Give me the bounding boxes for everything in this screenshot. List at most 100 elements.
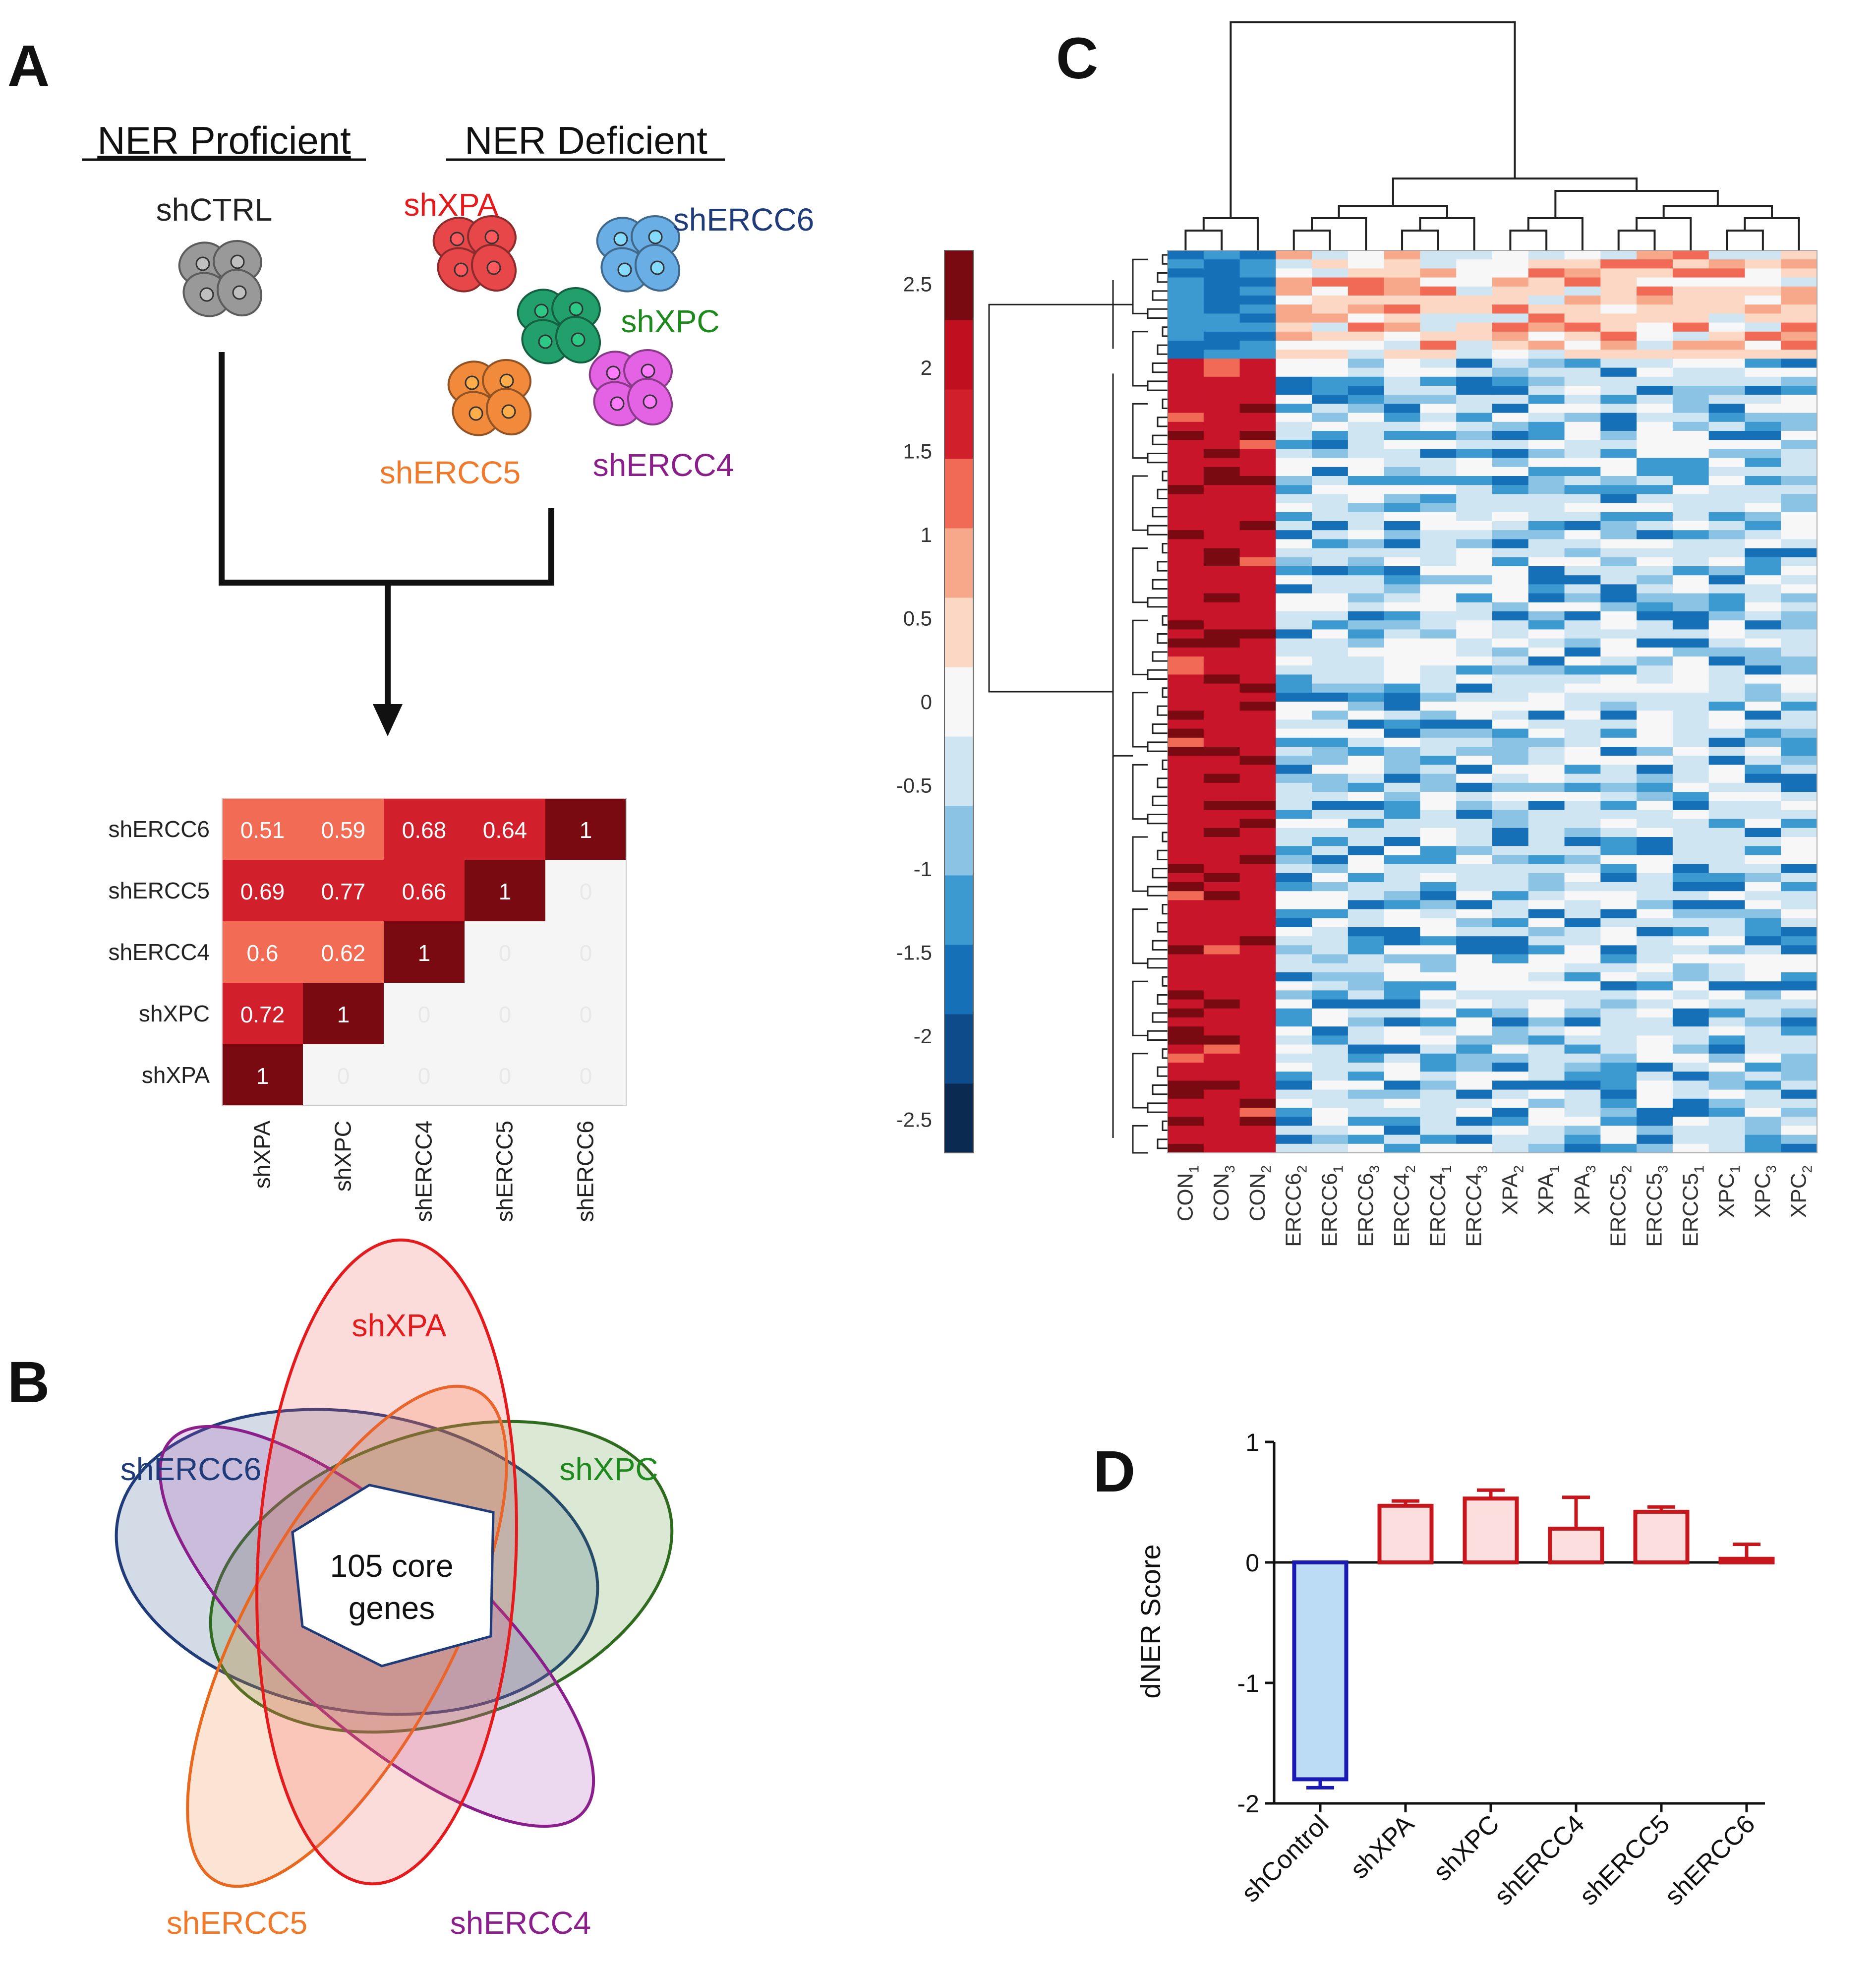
heatmap-col-label: ERCC51 bbox=[1678, 1165, 1706, 1247]
matrix-cell-value: 1 bbox=[580, 817, 592, 843]
venn-core-text-line2: genes bbox=[349, 1590, 435, 1626]
colorbar-tick-label: -0.5 bbox=[896, 774, 932, 797]
matrix-cell-value: 0.69 bbox=[240, 879, 285, 904]
matrix-row-label: shERCC4 bbox=[108, 939, 210, 965]
heatmap-col-label: XPC1 bbox=[1714, 1165, 1743, 1218]
cell-cluster-shxpc bbox=[517, 287, 601, 364]
panel-letter-a: A bbox=[7, 33, 50, 99]
ner-deficient-label: NER Deficient bbox=[465, 119, 707, 162]
colorbar-segment bbox=[944, 1083, 973, 1153]
matrix-cell bbox=[384, 983, 465, 1044]
matrix-cell-value: 1 bbox=[499, 879, 512, 904]
colorbar-tick-label: 0 bbox=[921, 690, 932, 714]
colorbar-segment bbox=[944, 1014, 973, 1084]
heatmap-col-label: CON1 bbox=[1173, 1165, 1201, 1221]
cell-nucleus bbox=[650, 260, 665, 275]
ner-proficient-label: NER Proficient bbox=[97, 119, 351, 162]
matrix-cell-value: 0.72 bbox=[240, 1002, 285, 1027]
colorbar-segment bbox=[944, 250, 973, 320]
heatmap-col-label: XPA2 bbox=[1498, 1165, 1526, 1215]
matrix-cell-value: 1 bbox=[337, 1002, 350, 1027]
heatmap-col-label: CON3 bbox=[1209, 1165, 1237, 1221]
colorbar-segment bbox=[944, 945, 973, 1014]
matrix-cell-value: 0 bbox=[580, 940, 592, 966]
matrix-col-label: shXPA bbox=[249, 1121, 275, 1189]
bar-shxpa bbox=[1377, 1503, 1434, 1565]
y-tick-label: -1 bbox=[1237, 1670, 1259, 1697]
colorbar-segment bbox=[944, 667, 973, 737]
shercc4-label: shERCC4 bbox=[593, 447, 734, 483]
cell-nucleus bbox=[484, 230, 499, 244]
venn-label-shxpc: shXPC bbox=[559, 1451, 658, 1487]
matrix-cell bbox=[545, 798, 626, 860]
y-tick-label: 0 bbox=[1245, 1549, 1259, 1577]
heatmap-col-label: ERCC41 bbox=[1426, 1165, 1454, 1247]
matrix-cell-value: 0 bbox=[499, 1002, 512, 1027]
heatmap-col-label: ERCC42 bbox=[1390, 1165, 1418, 1247]
x-tick-label: shXPA bbox=[1345, 1809, 1420, 1884]
colorbar-tick-label: 2 bbox=[921, 356, 932, 379]
matrix-row-label: shXPC bbox=[139, 1001, 210, 1026]
x-tick-label: shControl bbox=[1236, 1809, 1334, 1908]
matrix-cell-value: 0 bbox=[418, 1063, 431, 1089]
matrix-cell bbox=[465, 921, 545, 983]
matrix-col-label: shERCC4 bbox=[411, 1121, 437, 1222]
colorbar-tick-label: 0.5 bbox=[903, 606, 932, 630]
colorbar-tick-label: -1.5 bbox=[896, 941, 932, 964]
matrix-col-label: shERCC5 bbox=[492, 1121, 518, 1222]
cell-nucleus bbox=[648, 230, 663, 244]
cell-nucleus bbox=[613, 232, 628, 246]
cell-cluster-shxpa bbox=[432, 215, 517, 293]
cell-nucleus bbox=[501, 404, 516, 419]
colorbar-tick-label: -1 bbox=[914, 857, 932, 881]
bar-shercc4 bbox=[1548, 1526, 1604, 1564]
colorbar-tick-label: 1.5 bbox=[903, 439, 932, 463]
cell-nucleus bbox=[641, 363, 655, 378]
colorbar-segment bbox=[944, 597, 973, 667]
cell-nucleus bbox=[450, 232, 465, 246]
matrix-cell-value: 1 bbox=[256, 1063, 269, 1089]
shxpa-label: shXPA bbox=[404, 187, 499, 223]
matrix-cell bbox=[303, 860, 384, 921]
cell-nucleus bbox=[643, 394, 657, 409]
heatmap-col-label: CON2 bbox=[1245, 1165, 1274, 1221]
shercc6-label: shERCC6 bbox=[673, 202, 815, 238]
matrix-cell-value: 0.59 bbox=[321, 817, 366, 843]
matrix-cell bbox=[222, 860, 303, 921]
matrix-cell bbox=[222, 798, 303, 860]
matrix-cell-value: 0 bbox=[499, 940, 512, 966]
cell-nucleus bbox=[195, 256, 210, 271]
cell-nucleus bbox=[571, 332, 586, 347]
matrix-cell-value: 1 bbox=[418, 940, 431, 966]
cell-cluster-shercc6 bbox=[596, 215, 681, 293]
matrix-cell bbox=[384, 921, 465, 983]
panel-letter-c: C bbox=[1056, 26, 1099, 91]
matrix-cell bbox=[222, 921, 303, 983]
matrix-cell-value: 0 bbox=[580, 879, 592, 904]
matrix-cell bbox=[303, 983, 384, 1044]
heatmap-col-label: ERCC61 bbox=[1318, 1165, 1346, 1247]
matrix-cell bbox=[545, 983, 626, 1044]
cell-nucleus bbox=[538, 334, 553, 349]
matrix-col-label: shXPC bbox=[330, 1121, 356, 1192]
cell-nucleus bbox=[465, 375, 479, 390]
matrix-col-label: shERCC6 bbox=[573, 1121, 598, 1222]
matrix-cell bbox=[465, 798, 545, 860]
flow-connector bbox=[219, 352, 554, 704]
venn-core-region bbox=[291, 1484, 495, 1668]
shctrl-label: shCTRL bbox=[156, 192, 273, 228]
venn-label-shercc6: shERCC6 bbox=[120, 1451, 262, 1487]
bar-shcontrol bbox=[1292, 1560, 1348, 1782]
cell-nucleus bbox=[569, 301, 584, 316]
colorbar-segment bbox=[944, 875, 973, 945]
matrix-cell bbox=[545, 921, 626, 983]
venn-diagram bbox=[115, 1238, 674, 1888]
matrix-cell-value: 0 bbox=[337, 1063, 350, 1089]
x-tick-label: shERCC5 bbox=[1574, 1809, 1675, 1910]
x-tick-label: shERCC6 bbox=[1659, 1809, 1760, 1910]
matrix-cell bbox=[384, 798, 465, 860]
cell-nucleus bbox=[469, 406, 483, 421]
matrix-cell bbox=[303, 798, 384, 860]
